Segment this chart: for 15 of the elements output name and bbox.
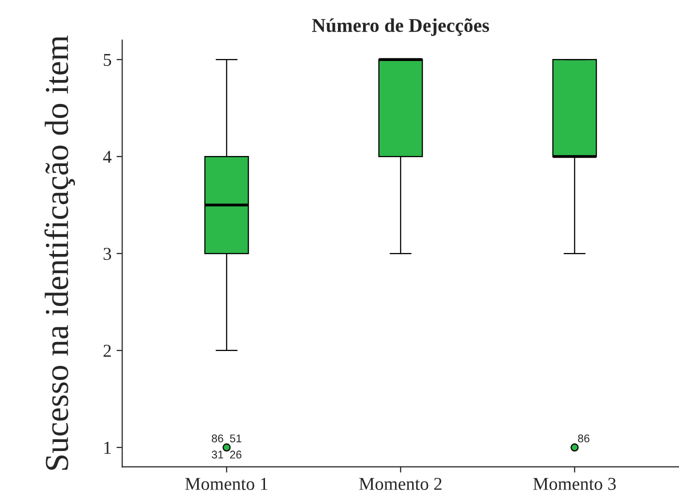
x-tick-label: Momento 1 bbox=[185, 478, 268, 490]
annotation: 31 bbox=[212, 450, 224, 459]
x-tick-label: Momento 3 bbox=[533, 478, 616, 490]
annotation: 86 bbox=[212, 434, 224, 442]
y-tick-label: 4 bbox=[103, 150, 112, 163]
annotation: 51 bbox=[230, 434, 242, 442]
x-tick-label: Momento 2 bbox=[359, 478, 442, 490]
y-tick-label: 5 bbox=[104, 54, 112, 66]
annotation: 26 bbox=[230, 450, 242, 459]
y-axis-title: Sucesso na identificação do item bbox=[44, 36, 75, 470]
annotation: 86 bbox=[578, 434, 590, 442]
y-tick-label: 1 bbox=[104, 442, 111, 454]
y-tick-label: 2 bbox=[104, 344, 111, 357]
y-tick-label: 3 bbox=[104, 248, 112, 260]
chart-title: Número de Dejecções bbox=[312, 18, 490, 36]
